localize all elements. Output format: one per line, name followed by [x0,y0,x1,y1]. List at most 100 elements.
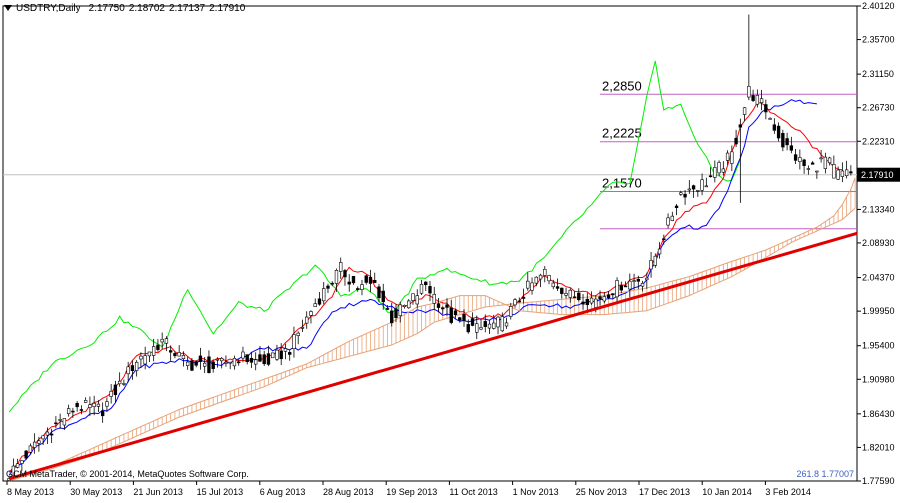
candle-body [700,179,704,191]
candle-body [500,316,504,332]
candle-body [237,361,241,364]
candle-body [411,293,415,301]
candle-body [11,465,16,476]
candle-body [41,435,45,440]
candle-body [827,157,832,164]
low-value: 2.17137 [168,3,206,14]
candle-body [113,384,118,396]
candle-body [313,303,317,308]
candle-body [330,282,334,285]
candle-body [679,192,683,195]
candle-body [419,283,424,294]
candle-body [385,308,390,310]
candle-body [428,286,432,294]
candle-body [840,170,845,177]
level-label: 2,1570 [602,176,642,191]
dropdown-triangle-icon[interactable] [4,5,12,12]
candle-body [215,358,220,361]
x-tick-label: 25 Nov 2013 [576,487,627,497]
x-tick-label: 19 Sep 2013 [386,487,437,497]
candle-body [483,321,487,327]
y-tick-label: 2.04370 [862,273,895,283]
candle-body [704,185,709,188]
candle-body [292,334,296,349]
candle-body [368,276,373,284]
x-tick-label: 8 May 2013 [7,487,54,497]
candle-body [20,460,24,464]
candle-body [577,292,581,301]
candle-body [623,285,628,288]
candle-body [339,262,343,272]
open-value: 2.17750 [88,3,125,14]
candle-body [15,463,20,468]
x-tick-label: 17 Dec 2013 [639,487,690,497]
candle-body [734,137,738,145]
candle-body [309,311,313,316]
candle-body [100,410,105,417]
candle-body [88,404,92,408]
candle-body [687,188,692,191]
candle-body [479,327,483,330]
candle-body [776,125,781,139]
series-line [8,60,741,413]
candle-body [32,441,37,448]
level-label: 2,2225 [602,126,642,141]
candle-body [683,193,687,198]
y-tick-label: 2.22310 [862,136,895,146]
candle-body [266,353,271,365]
y-tick-label: 1.82010 [862,442,895,452]
candle-body [343,270,347,278]
candle-body [759,98,764,103]
candle-body [640,283,645,287]
candle-body [764,104,768,113]
candle-body [806,168,811,170]
candle-body [139,355,143,360]
candle-body [645,277,649,281]
candle-body [504,322,509,327]
candle-body [449,307,453,323]
candle-body [181,355,186,360]
candle-body [487,323,492,329]
candle-body [377,286,381,299]
candle-body [517,300,521,303]
candle-body [547,275,551,282]
candle-body [66,408,71,415]
x-tick-label: 15 Jul 2013 [197,487,244,497]
candle-body [781,133,785,148]
candle-body [326,285,330,289]
candle-body [373,279,377,283]
candle-body [160,338,164,343]
y-tick-label: 1.95400 [862,341,895,351]
y-tick-label: 2.08930 [862,238,895,248]
candle-body [470,318,475,326]
candle-body [598,296,602,300]
series-line [8,207,856,481]
candle-body [815,170,819,173]
candle-body [564,293,568,296]
candle-body [696,189,700,192]
x-tick-label: 30 May 2013 [70,487,122,497]
candle-body [254,359,258,365]
candle-body [351,275,356,284]
candle-body [772,124,777,131]
candle-body [317,298,322,305]
candle-body [526,280,530,289]
candle-body [436,303,441,308]
candle-body [62,418,67,426]
candle-body [168,350,173,353]
candle-body [279,350,283,360]
candle-body [730,151,734,164]
candle-body [666,217,670,226]
candle-body [717,162,721,174]
candle-body [283,348,288,352]
candle-body [147,351,152,357]
candle-body [381,290,385,303]
candle-body [725,152,730,161]
candle-body [394,308,398,318]
candle-body [708,175,713,178]
candle-body [798,157,802,162]
candle-body [190,360,194,371]
candle-body [662,238,666,241]
candle-body [751,95,755,101]
